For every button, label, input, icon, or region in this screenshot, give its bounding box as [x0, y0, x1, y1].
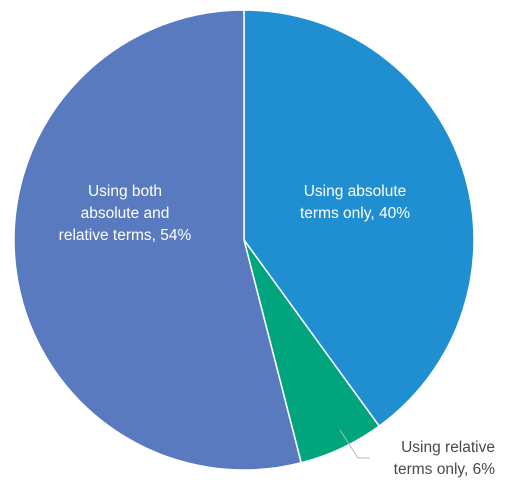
slice-label-0-line-0: Using absolute [304, 183, 407, 200]
pie-slice-2 [13, 9, 303, 471]
slice-label-2-line-2: relative terms, 54% [59, 227, 192, 244]
slice-label-2-line-0: Using both [88, 183, 162, 200]
slice-label-1-line-1: terms only, 6% [394, 461, 496, 478]
pie-slice-0 [243, 9, 475, 428]
slice-label-1: Using relative terms only, 6% [394, 439, 496, 478]
slices-layer [13, 9, 475, 471]
leader-line-1 [339, 429, 370, 459]
slice-label-2: Using both absolute and relative terms, 54… [59, 183, 192, 244]
labels-layer: Using absolute terms only, 40% Using relat… [59, 183, 496, 478]
leader-lines-layer [339, 429, 370, 459]
slice-label-1-line-0: Using relative [401, 439, 495, 456]
slice-label-0-line-1: terms only, 40% [300, 205, 410, 222]
slice-label-0: Using absolute terms only, 40% [300, 183, 410, 222]
slice-label-2-line-1: absolute and [81, 205, 170, 222]
